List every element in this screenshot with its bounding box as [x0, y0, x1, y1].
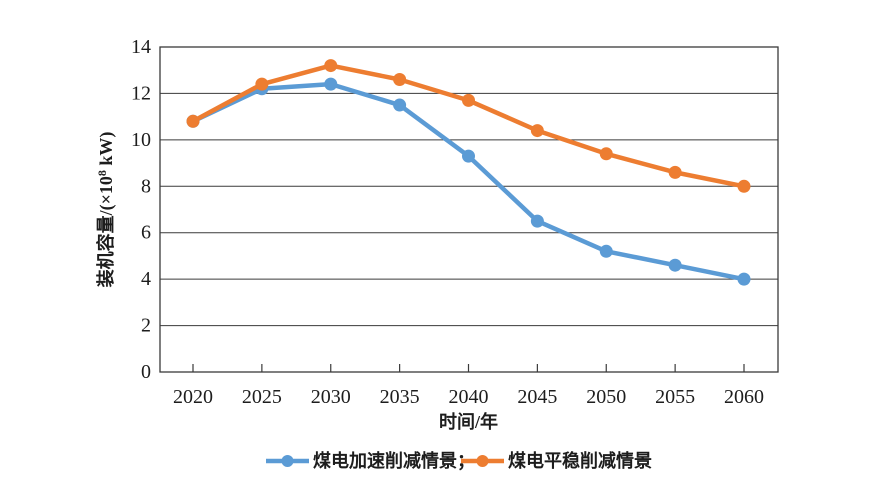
data-point-steady-reduction-2035: [393, 73, 407, 86]
x-tick-label-2035: 2035: [380, 386, 420, 408]
series-accelerated-reduction: [186, 77, 751, 286]
x-tick-label-2020: 2020: [173, 386, 213, 408]
y-tick-label-4: 4: [141, 268, 151, 290]
data-point-accelerated-reduction-2055: [668, 258, 682, 272]
data-point-accelerated-reduction-2050: [599, 244, 613, 258]
data-point-accelerated-reduction-2040: [462, 149, 475, 163]
data-point-steady-reduction-2040: [462, 93, 475, 107]
data-point-accelerated-reduction-2060: [737, 272, 751, 286]
data-point-steady-reduction-2050: [599, 147, 613, 161]
legend: 煤电加速削减情景； 煤电平稳削减情景: [266, 450, 652, 471]
y-tick-label-12: 12: [131, 82, 151, 104]
x-tick-label-2040: 2040: [449, 386, 489, 408]
y-tick-label-14: 14: [131, 36, 151, 58]
x-tick-label-2060: 2060: [724, 386, 764, 408]
data-point-steady-reduction-2045: [530, 124, 544, 138]
data-point-accelerated-reduction-2030: [324, 77, 338, 91]
y-tick-label-2: 2: [141, 315, 151, 337]
data-point-steady-reduction-2020: [186, 114, 200, 128]
x-tick-label-2050: 2050: [586, 386, 626, 408]
x-axis-title: 时间/年: [439, 411, 498, 432]
legend-marker: [476, 455, 489, 467]
data-point-steady-reduction-2060: [737, 179, 751, 193]
x-tick-label-2045: 2045: [517, 386, 557, 408]
series-line-accelerated-reduction: [190, 81, 747, 282]
x-tick-label-2025: 2025: [242, 386, 282, 408]
series-steady-reduction: [186, 59, 751, 193]
data-point-accelerated-reduction-2045: [530, 214, 544, 228]
y-tick-label-6: 6: [141, 222, 151, 244]
series-line-steady-reduction: [190, 63, 747, 189]
y-tick-label-10: 10: [131, 129, 151, 151]
x-tick-label-2055: 2055: [655, 386, 695, 408]
legend-label: 煤电加速削减情景；: [313, 450, 475, 471]
data-point-steady-reduction-2025: [255, 77, 269, 91]
y-tick-label-0: 0: [141, 361, 151, 383]
legend-label: 煤电平稳削减情景: [508, 450, 652, 471]
data-point-steady-reduction-2055: [668, 165, 682, 179]
legend-marker: [281, 455, 294, 467]
x-tick-label-2030: 2030: [311, 386, 351, 408]
legend-item-accelerated-reduction: 煤电加速削减情景；: [266, 450, 475, 471]
y-tick-label-8: 8: [141, 175, 151, 197]
data-point-accelerated-reduction-2035: [393, 98, 407, 112]
y-axis-title: 装机容量/(×108 kW): [95, 132, 117, 288]
data-point-steady-reduction-2030: [324, 59, 338, 73]
legend-item-steady-reduction: 煤电平稳削减情景: [461, 450, 652, 471]
